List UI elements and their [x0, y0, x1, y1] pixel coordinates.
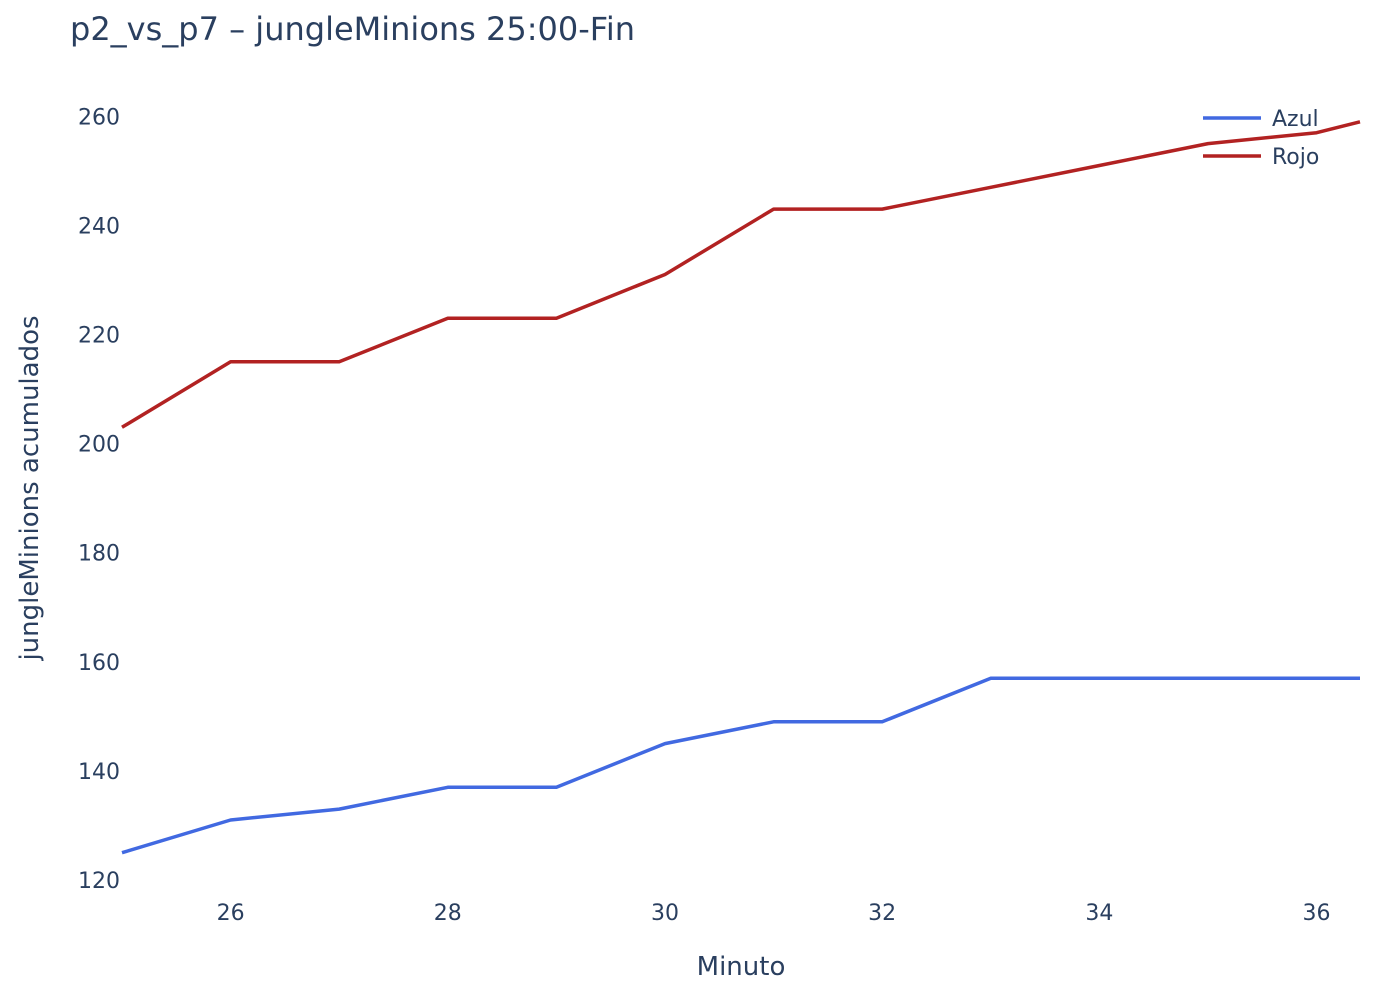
- x-tick-label: 26: [217, 901, 245, 926]
- x-tick-label: 36: [1303, 901, 1331, 926]
- legend-item-azul[interactable]: Azul: [1203, 107, 1319, 132]
- x-tick-label: 32: [868, 901, 896, 926]
- legend-label: Rojo: [1272, 145, 1319, 170]
- x-tick-label: 30: [651, 901, 679, 926]
- series-line-azul[interactable]: [121, 676, 1360, 855]
- y-axis-title: jungleMinions acumulados: [15, 315, 45, 661]
- y-tick-label: 260: [78, 105, 120, 130]
- y-tick-label: 120: [78, 869, 120, 894]
- series-line-rojo[interactable]: [121, 120, 1361, 429]
- chart-title: p2_vs_p7 – jungleMinions 25:00-Fin: [70, 10, 635, 48]
- y-tick-label: 180: [78, 542, 120, 567]
- x-axis-title: Minuto: [697, 952, 786, 982]
- x-axis-ticks: 26 28 30 32 34 36: [217, 901, 1331, 926]
- legend[interactable]: Azul Rojo: [1203, 107, 1319, 170]
- legend-item-rojo[interactable]: Rojo: [1203, 145, 1319, 170]
- y-tick-label: 220: [78, 324, 120, 349]
- y-tick-label: 160: [78, 651, 120, 676]
- y-tick-label: 240: [78, 214, 120, 239]
- y-axis-ticks: 120 140 160 180 200 220 240 260: [78, 105, 120, 894]
- series-lines: [121, 120, 1361, 855]
- y-tick-label: 140: [78, 760, 120, 785]
- y-tick-label: 200: [78, 433, 120, 458]
- legend-label: Azul: [1272, 107, 1319, 132]
- x-tick-label: 28: [434, 901, 462, 926]
- x-tick-label: 34: [1085, 901, 1113, 926]
